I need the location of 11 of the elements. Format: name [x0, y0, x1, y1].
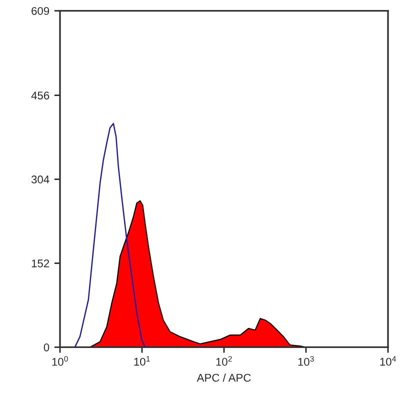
x-axis-title: APC / APC	[196, 374, 251, 382]
x-tick-label: 10$^{1}$	[134, 356, 150, 366]
x-tick-label: 10$^{2}$	[216, 356, 232, 366]
y-tick-label: 609	[32, 7, 50, 15]
y-tick-label: 304	[31, 176, 50, 184]
x-tick-label: 10$^{4}$	[380, 356, 396, 366]
x-tick-label: 10$^{0}$	[52, 356, 68, 366]
y-tick-label: 152	[32, 260, 50, 268]
x-tick-label: 10$^{3}$	[298, 356, 314, 366]
y-tick-label: 456	[31, 92, 50, 100]
y-tick-label: 0	[44, 343, 50, 352]
